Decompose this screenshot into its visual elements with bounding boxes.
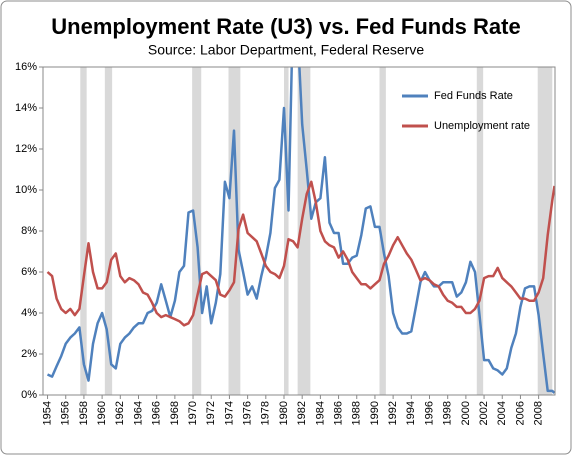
chart-subtitle: Source: Labor Department, Federal Reserv…: [148, 42, 424, 58]
x-tick-label: 1968: [169, 401, 181, 425]
recession-band: [379, 67, 386, 395]
y-tick-label: 14%: [15, 102, 37, 114]
legend-label: Unemployment rate: [434, 120, 530, 132]
y-tick-label: 6%: [21, 266, 37, 278]
x-tick-label: 1978: [260, 401, 272, 425]
chart-title: Unemployment Rate (U3) vs. Fed Funds Rat…: [51, 14, 520, 39]
recession-band: [297, 67, 311, 395]
x-tick-label: 1960: [96, 401, 108, 425]
recession-band: [80, 67, 87, 395]
y-tick-label: 0%: [21, 389, 37, 401]
x-tick-label: 2004: [496, 401, 508, 425]
series-line: [46, 67, 555, 394]
y-tick-label: 4%: [21, 307, 37, 319]
recession-band: [537, 67, 553, 395]
x-tick-label: 1984: [314, 401, 326, 425]
recession-band: [104, 67, 113, 395]
y-tick-label: 10%: [15, 184, 37, 196]
recession-band: [476, 67, 484, 395]
y-tick-label: 12%: [15, 143, 37, 155]
x-tick-label: 1986: [332, 401, 344, 425]
y-tick-label: 8%: [21, 225, 37, 237]
x-tick-label: 1970: [187, 401, 199, 425]
x-tick-label: 1962: [114, 401, 126, 425]
x-tick-label: 1982: [296, 401, 308, 425]
x-tick-label: 1980: [278, 401, 290, 425]
recession-band: [283, 67, 289, 395]
legend-label: Fed Funds Rate: [434, 90, 513, 102]
x-tick-label: 2000: [460, 401, 472, 425]
x-tick-label: 1998: [442, 401, 454, 425]
x-tick-label: 1964: [132, 401, 144, 425]
x-tick-label: 1966: [151, 401, 163, 425]
x-tick-label: 1976: [242, 401, 254, 425]
x-tick-label: 1956: [60, 401, 72, 425]
x-tick-label: 2002: [478, 401, 490, 425]
x-tick-label: 1988: [351, 401, 363, 425]
x-tick-label: 2006: [514, 401, 526, 425]
x-tick-label: 1954: [41, 401, 53, 425]
y-tick-label: 2%: [21, 348, 37, 360]
series-line: [46, 180, 555, 327]
x-tick-label: 1972: [205, 401, 217, 425]
x-tick-label: 1990: [369, 401, 381, 425]
x-tick-label: 1996: [423, 401, 435, 425]
x-tick-label: 2008: [533, 401, 545, 425]
y-tick-label: 16%: [15, 61, 37, 73]
recession-band: [228, 67, 241, 395]
x-tick-label: 1974: [223, 401, 235, 425]
x-tick-label: 1994: [405, 401, 417, 425]
x-tick-label: 1992: [387, 401, 399, 425]
x-tick-label: 1958: [78, 401, 90, 425]
